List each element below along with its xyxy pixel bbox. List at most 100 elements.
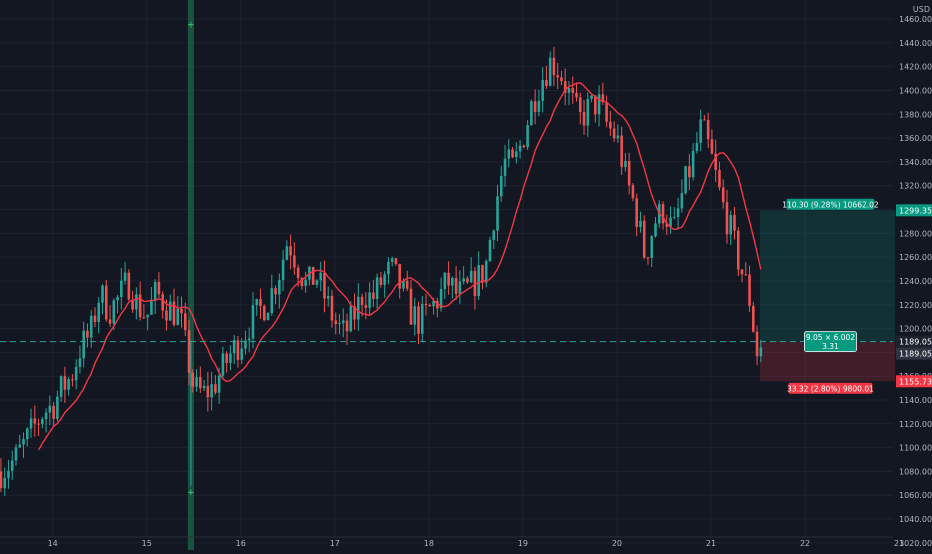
candle-body [721,187,725,203]
price-axis-layer[interactable]: USD 1020.00 1040.00 1060.00 1080.00 1100.00 1… [895,0,932,550]
candle-body [729,215,733,235]
time-axis-layer[interactable]: 14 15 16 17 18 19 20 21 22 23 [0,536,904,548]
candle-body [108,319,112,324]
candle-body [52,405,55,419]
candle-body [0,471,3,489]
candle-body [372,292,375,299]
y-tick-label: 1280.00 [899,229,932,238]
candle-body [567,88,571,93]
candle-body [526,125,529,148]
band-marker-top: + [187,20,195,30]
candle-body [10,460,14,471]
ratio-line-1: 9.05 × 6.002 [806,333,855,342]
candle-body [398,263,401,289]
candle-body [296,267,300,279]
y-tick-label: 1060.00 [899,491,932,500]
candle-body [752,305,755,332]
candle-body [620,135,623,168]
candle-body [341,320,345,324]
candle-body [48,405,52,413]
candle-body [123,272,127,281]
candle-body [594,95,597,115]
candle-body [548,57,552,86]
candle-body [278,279,281,295]
candle-body [86,330,89,338]
candle-body [199,376,202,389]
candle-body [202,385,206,389]
candle-body [116,296,119,301]
candle-body [695,142,699,151]
candle-body [447,272,450,286]
candle-body [221,353,225,376]
candle-body [247,338,251,341]
candle-body [451,277,454,286]
candle-body [518,145,522,152]
candle-body [432,300,435,307]
candle-body [661,204,665,224]
candle-body [104,285,108,320]
candle-body [56,396,59,419]
x-tick-label: 17 [330,539,340,548]
candle-body [236,340,240,360]
x-tick-label: 22 [800,539,810,548]
candle-body [41,419,44,425]
candle-body [586,98,590,126]
candle-body [654,223,657,237]
y-tick-label: 1320.00 [899,182,932,191]
candle-body [266,313,270,321]
stop-info: 33.32 (2.80%) 9800.01 [787,384,874,393]
candle-body [499,175,503,197]
position-zone-layer[interactable] [759,210,901,382]
candle-body [590,95,593,99]
candle-body [293,255,296,268]
candle-body [673,216,676,218]
candle-body [63,376,67,390]
candle-body [229,353,232,364]
candles-layer[interactable] [0,46,763,496]
ratio-box [804,331,857,353]
x-tick-label: 14 [48,539,58,548]
candle-body [522,145,526,148]
candle-body [560,77,563,82]
candle-body [285,246,289,260]
y-tick-label: 1400.00 [899,86,932,95]
candle-body [688,166,691,178]
candle-body [699,119,702,143]
candle-body [387,261,390,275]
y-tick-label: 1200.00 [899,325,932,334]
candle-body [89,315,93,338]
x-tick-label: 20 [612,539,622,548]
target-zone[interactable] [759,210,901,342]
candle-body [18,444,22,448]
candle-body [161,294,164,311]
candle-body [315,280,319,285]
candle-body [379,277,383,285]
candle-body [710,139,714,154]
currency-label: USD [913,5,930,14]
target-price-tag: 1299.35 [899,206,932,215]
candle-body [733,215,736,231]
y-tick-label: 1140.00 [899,396,932,405]
last-price-tag-bg [896,347,932,360]
candle-body [383,274,386,285]
candle-body [439,289,443,309]
band-marker-bottom: + [187,488,195,498]
candle-body [153,281,157,301]
candle-body [642,220,646,258]
candle-body [59,376,63,397]
highlight-band-layer: ++ [187,0,195,550]
candle-body [515,151,518,158]
y-tick-label: 1420.00 [899,63,932,72]
candle-body [259,298,262,307]
candle-body [744,274,748,276]
candle-body [507,149,511,159]
candle-body [627,160,631,186]
candle-body [244,340,247,349]
x-tick-label: 16 [236,539,246,548]
candle-body [556,75,559,78]
y-tick-label: 1040.00 [899,515,932,524]
y-tick-label: 1360.00 [899,134,932,143]
